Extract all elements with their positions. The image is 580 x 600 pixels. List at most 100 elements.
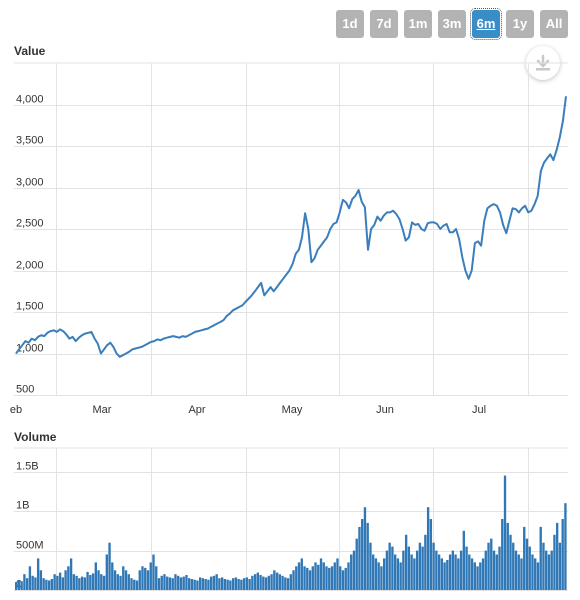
volume-bar xyxy=(237,579,240,590)
volume-bar xyxy=(509,534,512,590)
volume-bar xyxy=(275,572,279,590)
range-selector: 1d 7d 1m 3m 6m 1y All xyxy=(336,8,570,40)
volume-bar xyxy=(531,554,534,590)
volume-bar xyxy=(523,526,526,590)
volume-bar xyxy=(479,562,482,590)
range-1y-button[interactable]: 1y xyxy=(506,10,534,38)
volume-y-tick-label: 1B xyxy=(16,500,29,512)
volume-bar xyxy=(193,579,196,590)
volume-bar xyxy=(149,562,152,590)
volume-bar xyxy=(220,577,224,590)
volume-bar xyxy=(253,574,257,590)
volume-bar xyxy=(212,575,216,590)
volume-bar xyxy=(177,575,180,590)
volume-bar xyxy=(325,566,328,590)
value-y-tick-label: 2,000 xyxy=(16,260,44,272)
volume-bar xyxy=(157,578,161,590)
value-chart: 5001,0001,5002,0002,5003,0003,5004,000eb… xyxy=(10,62,568,416)
volume-bar xyxy=(520,558,523,590)
volume-bar xyxy=(284,577,287,590)
volume-bar xyxy=(179,577,183,590)
volume-bar xyxy=(174,574,177,590)
value-y-tick-label: 1,500 xyxy=(16,301,44,313)
volume-bar xyxy=(512,542,515,590)
volume-bar xyxy=(470,558,474,590)
volume-bar xyxy=(311,566,314,590)
volume-bar xyxy=(297,562,301,590)
volume-bar xyxy=(97,570,100,590)
volume-bar xyxy=(487,542,490,590)
volume-bar xyxy=(256,572,260,590)
volume-bar xyxy=(152,554,155,590)
volume-bar xyxy=(437,554,441,590)
volume-bar xyxy=(506,522,509,590)
range-1m-button[interactable]: 1m xyxy=(404,10,432,38)
value-x-tick-label: Apr xyxy=(188,404,205,416)
volume-bar xyxy=(432,542,435,590)
volume-bar xyxy=(53,574,56,590)
volume-bar xyxy=(47,580,51,590)
volume-bar xyxy=(75,575,78,590)
volume-bar xyxy=(328,567,331,590)
volume-bar xyxy=(160,575,163,590)
volume-bar xyxy=(473,562,476,590)
range-all-button[interactable]: All xyxy=(540,10,568,38)
volume-bar xyxy=(122,566,125,590)
volume-bar xyxy=(558,542,562,590)
volume-bar xyxy=(303,566,306,590)
volume-bar xyxy=(163,574,166,590)
volume-bar xyxy=(36,558,40,590)
volume-bar xyxy=(366,522,369,590)
volume-bar xyxy=(111,562,114,590)
volume-bar xyxy=(333,562,336,590)
volume-bar xyxy=(404,534,408,590)
volume-bar xyxy=(377,562,380,590)
volume-bar xyxy=(410,554,413,590)
range-3m-button[interactable]: 3m xyxy=(438,10,466,38)
volume-bar xyxy=(105,554,108,590)
volume-bar xyxy=(69,558,73,590)
volume-bar xyxy=(248,579,251,590)
volume-bar xyxy=(171,578,174,590)
volume-bar xyxy=(553,534,556,590)
volume-bar xyxy=(108,542,111,590)
volume-bar xyxy=(28,566,32,590)
volume-bar xyxy=(561,519,564,590)
volume-bar xyxy=(67,566,70,590)
value-chart-title: Value xyxy=(14,44,46,58)
volume-chart-title: Volume xyxy=(14,430,57,444)
range-1d-button[interactable]: 1d xyxy=(336,10,364,38)
volume-bar xyxy=(215,574,218,590)
volume-bar xyxy=(319,558,323,590)
volume-bar xyxy=(146,570,150,590)
volume-bar xyxy=(17,580,21,590)
volume-bar xyxy=(380,566,383,590)
volume-bar xyxy=(350,554,353,590)
volume-bar xyxy=(402,550,405,590)
volume-bar xyxy=(31,575,34,590)
volume-bar xyxy=(295,566,298,590)
volume-bar xyxy=(289,574,292,590)
volume-bar xyxy=(446,560,449,590)
volume-bar xyxy=(435,550,438,590)
volume-bar xyxy=(223,579,227,590)
volume-bar xyxy=(80,576,84,590)
volume-bar xyxy=(185,575,188,590)
volume-bar xyxy=(23,574,26,590)
volume-bar xyxy=(166,576,169,590)
volume-bar xyxy=(226,579,229,590)
volume-bar xyxy=(292,570,295,590)
volume-bar xyxy=(196,580,199,590)
volume-bar xyxy=(451,550,455,590)
volume-bar xyxy=(545,550,548,590)
volume-bar xyxy=(457,558,460,590)
volume-bar xyxy=(58,572,62,590)
range-7d-button[interactable]: 7d xyxy=(370,10,398,38)
volume-bar xyxy=(372,554,375,590)
volume-bar xyxy=(231,578,235,590)
volume-bar xyxy=(514,550,518,590)
volume-bar xyxy=(413,558,416,590)
volume-bar xyxy=(418,542,422,590)
range-6m-button[interactable]: 6m xyxy=(470,8,502,40)
volume-bar xyxy=(336,558,339,590)
